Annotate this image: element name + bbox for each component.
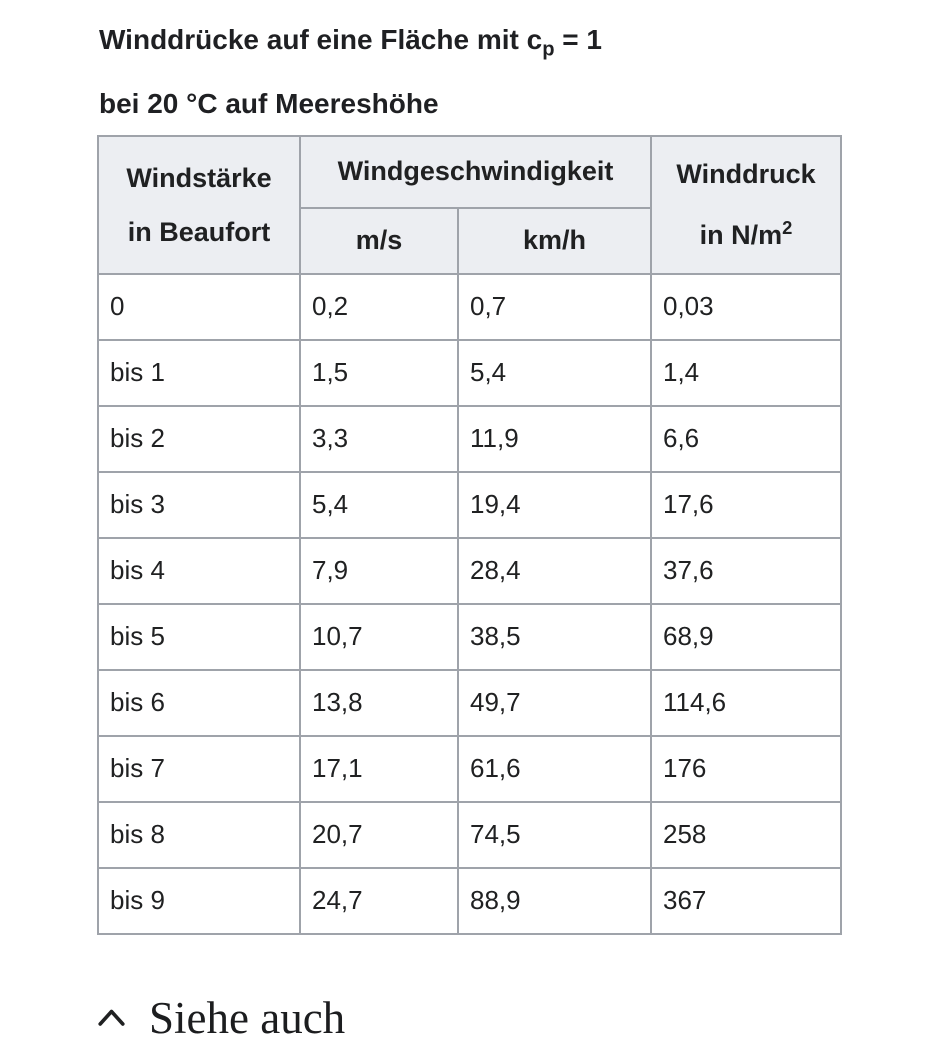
table-row: bis 8 20,7 74,5 258 [97, 800, 842, 869]
cell-pressure: 258 [650, 800, 842, 869]
table-row: bis 9 24,7 88,9 367 [97, 866, 842, 935]
table-title-line1: Winddrücke auf eine Fläche mit cp = 1 [99, 13, 906, 77]
cell-beaufort: bis 8 [97, 800, 301, 869]
header-winddruck-line1: Winddruck [676, 159, 816, 190]
table-row: bis 4 7,9 28,4 37,6 [97, 536, 842, 605]
cell-kmh: 11,9 [457, 404, 652, 473]
table-row: bis 1 1,5 5,4 1,4 [97, 338, 842, 407]
cell-ms: 17,1 [299, 734, 459, 803]
cell-pressure: 176 [650, 734, 842, 803]
cell-ms: 13,8 [299, 668, 459, 737]
cell-ms: 1,5 [299, 338, 459, 407]
title-text-post: = 1 [554, 24, 602, 55]
header-winddruck-superscript: 2 [782, 217, 793, 239]
table-row: bis 7 17,1 61,6 176 [97, 734, 842, 803]
title-text-pre: Winddrücke auf eine Fläche mit c [99, 24, 543, 55]
header-row-top: Windstärke in Beaufort Windgeschwindigke… [97, 134, 842, 275]
cell-pressure: 0,03 [650, 272, 842, 341]
table-row: bis 6 13,8 49,7 114,6 [97, 668, 842, 737]
cell-beaufort: bis 9 [97, 866, 301, 935]
header-windgeschwindigkeit: Windgeschwindigkeit [299, 134, 652, 209]
header-winddruck: Winddruck in N/m2 [650, 134, 842, 275]
table-title-line2: bei 20 °C auf Meereshöhe [99, 87, 439, 119]
cell-pressure: 1,4 [650, 338, 842, 407]
table-row: bis 5 10,7 38,5 68,9 [97, 602, 842, 671]
cell-kmh: 88,9 [457, 866, 652, 935]
cell-beaufort: bis 7 [97, 734, 301, 803]
header-row-units: m/s km/h [98, 206, 841, 275]
header-windstaerke-line2: in Beaufort [127, 216, 271, 247]
header-winddruck-line2: in N/m2 [658, 201, 834, 262]
cell-beaufort: bis 3 [97, 470, 301, 539]
chevron-up-icon [98, 1009, 125, 1026]
cell-beaufort: 0 [97, 272, 301, 341]
see-also-label: Siehe auch [149, 992, 346, 1043]
table-row: bis 2 3,3 11,9 6,6 [97, 404, 842, 473]
cell-kmh: 5,4 [457, 338, 652, 407]
cell-ms: 7,9 [299, 536, 459, 605]
header-winddruck-unit: in N/m [699, 220, 783, 251]
header-windstaerke-line1: Windstärke [126, 162, 272, 193]
table-row: 0 0,2 0,7 0,03 [97, 272, 842, 341]
cell-beaufort: bis 1 [97, 338, 301, 407]
cell-beaufort: bis 4 [97, 536, 301, 605]
cell-pressure: 6,6 [650, 404, 842, 473]
header-unit-kmh: km/h [457, 206, 652, 275]
cell-kmh: 61,6 [457, 734, 652, 803]
table-header: Windstärke in Beaufort Windgeschwindigke… [97, 134, 842, 275]
header-windstaerke: Windstärke in Beaufort [97, 134, 301, 275]
cell-ms: 5,4 [299, 470, 459, 539]
cell-kmh: 0,7 [457, 272, 652, 341]
cell-ms: 20,7 [299, 800, 459, 869]
table-title: Winddrücke auf eine Fläche mit cp = 1 be… [99, 13, 906, 131]
cell-kmh: 38,5 [457, 602, 652, 671]
cell-pressure: 37,6 [650, 536, 842, 605]
cell-ms: 24,7 [299, 866, 459, 935]
header-unit-ms: m/s [299, 206, 459, 275]
cell-ms: 3,3 [299, 404, 459, 473]
title-subscript-p: p [542, 38, 555, 61]
cell-kmh: 74,5 [457, 800, 652, 869]
cell-beaufort: bis 5 [97, 602, 301, 671]
cell-kmh: 49,7 [457, 668, 652, 737]
see-also-section-header[interactable]: Siehe auch [98, 989, 345, 1047]
cell-kmh: 28,4 [457, 536, 652, 605]
table-row: bis 3 5,4 19,4 17,6 [97, 470, 842, 539]
cell-ms: 0,2 [299, 272, 459, 341]
cell-pressure: 17,6 [650, 470, 842, 539]
cell-pressure: 114,6 [650, 668, 842, 737]
cell-pressure: 68,9 [650, 602, 842, 671]
cell-kmh: 19,4 [457, 470, 652, 539]
wind-pressure-table: Windstärke in Beaufort Windgeschwindigke… [97, 134, 842, 935]
cell-ms: 10,7 [299, 602, 459, 671]
table-body: 0 0,2 0,7 0,03 bis 1 1,5 5,4 1,4 bis 2 3… [97, 272, 842, 935]
cell-pressure: 367 [650, 866, 842, 935]
cell-beaufort: bis 2 [97, 404, 301, 473]
cell-beaufort: bis 6 [97, 668, 301, 737]
